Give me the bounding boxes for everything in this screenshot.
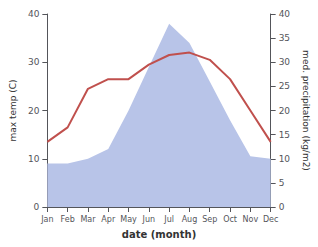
svg-text:0: 0 <box>279 202 285 212</box>
svg-text:Oct: Oct <box>223 215 237 224</box>
svg-text:Sep: Sep <box>202 215 217 224</box>
svg-text:Jun: Jun <box>142 215 156 224</box>
svg-text:10: 10 <box>279 154 291 164</box>
svg-text:date (month): date (month) <box>122 229 196 240</box>
svg-text:20: 20 <box>279 106 291 116</box>
svg-text:May: May <box>120 215 137 224</box>
svg-text:Jan: Jan <box>40 215 53 224</box>
svg-text:40: 40 <box>279 9 291 19</box>
svg-text:med. precipitation (kg/m2): med. precipitation (kg/m2) <box>301 50 311 171</box>
svg-text:30: 30 <box>28 57 40 67</box>
svg-text:0: 0 <box>34 202 40 212</box>
svg-text:Jul: Jul <box>163 215 174 224</box>
svg-text:15: 15 <box>279 130 290 140</box>
svg-text:5: 5 <box>279 178 285 188</box>
svg-text:Feb: Feb <box>61 215 75 224</box>
svg-text:35: 35 <box>279 33 290 43</box>
svg-text:Dec: Dec <box>263 215 278 224</box>
svg-text:Nov: Nov <box>243 215 259 224</box>
svg-text:Apr: Apr <box>101 215 116 224</box>
svg-text:10: 10 <box>28 154 40 164</box>
svg-text:30: 30 <box>279 57 291 67</box>
svg-text:max temp (C): max temp (C) <box>8 79 18 141</box>
svg-text:Aug: Aug <box>182 215 198 224</box>
svg-text:25: 25 <box>279 81 290 91</box>
svg-text:Mar: Mar <box>80 215 96 224</box>
svg-text:40: 40 <box>28 9 40 19</box>
svg-text:20: 20 <box>28 106 40 116</box>
